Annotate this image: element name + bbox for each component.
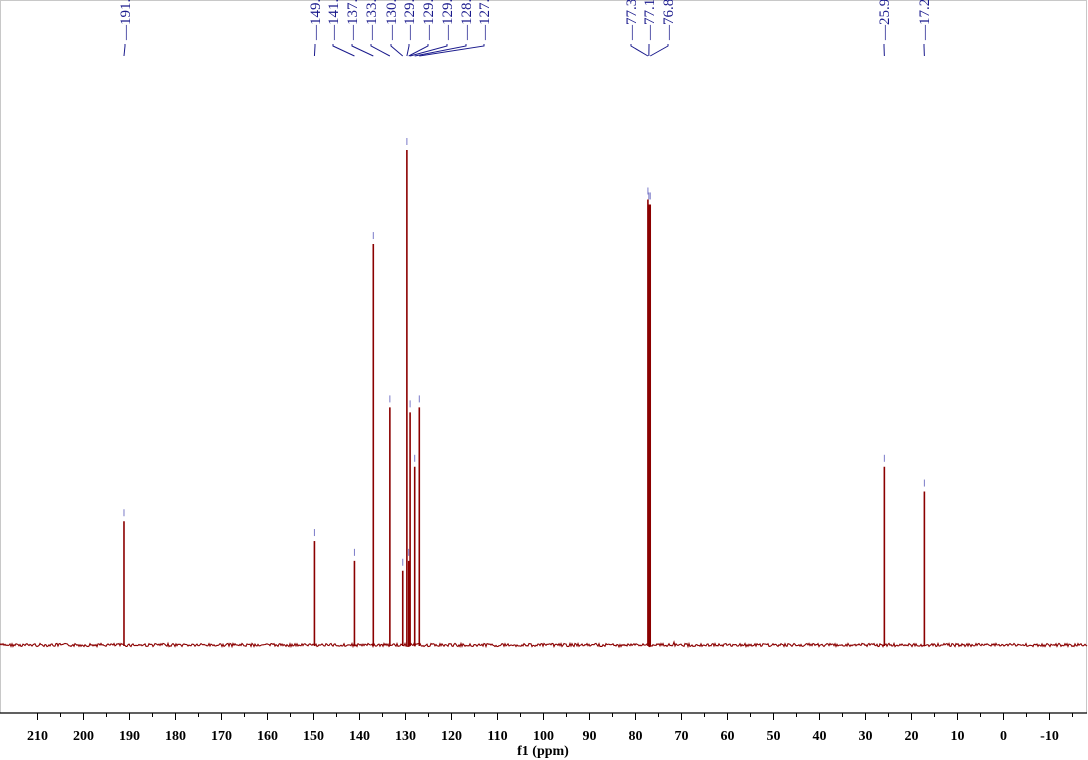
peak-label-6: —129.7	[402, 0, 418, 41]
x-tick-label-21: 0	[1000, 729, 1007, 744]
x-tick-label-11: 100	[533, 729, 554, 744]
peak-label-12: —77.1	[642, 0, 658, 41]
peak-label-13: —76.8	[661, 0, 677, 41]
x-tick-label-14: 70	[675, 729, 689, 744]
x-tick-label-10: 110	[487, 729, 507, 744]
x-tick-label-15: 60	[721, 729, 735, 744]
x-tick-label-8: 130	[395, 729, 416, 744]
peak-label-connector-0	[123, 44, 126, 57]
x-tick-label-0: 210	[27, 729, 48, 744]
x-tick-label-19: 20	[905, 729, 919, 744]
x-tick-label-7: 140	[349, 729, 370, 744]
x-tick-label-5: 160	[257, 729, 278, 744]
x-axis-title: f1 (ppm)	[517, 744, 569, 759]
peak-label-0: —191.2	[118, 0, 134, 41]
x-tick-label-20: 10	[951, 729, 965, 744]
peak-label-2: —141.1	[326, 0, 342, 41]
x-tick-label-4: 170	[211, 729, 232, 744]
x-tick-label-2: 190	[119, 729, 140, 744]
peak-label-connector-10	[419, 44, 485, 57]
peak-label-connector-3	[351, 44, 374, 57]
peak-label-connector-11	[630, 44, 649, 57]
x-tick-label-12: 90	[583, 729, 597, 744]
peak-label-9: —128.0	[459, 0, 475, 41]
x-tick-label-16: 50	[767, 729, 781, 744]
x-tick-label-9: 120	[441, 729, 462, 744]
peak-labels: —191.2 —149.8 —141.1 —137.0 —133.4 —130.6 —129…	[118, 0, 933, 57]
peak-label-3: —137.0	[345, 0, 361, 41]
peak-label-15: —17.2	[917, 0, 933, 41]
peak-label-connector-6	[406, 44, 410, 57]
x-tick-label-22: -10	[1040, 729, 1059, 744]
peak-label-10: —127.0	[477, 0, 493, 41]
peak-label-1: —149.8	[308, 0, 324, 41]
x-tick-label-6: 150	[303, 729, 324, 744]
peak-markers	[123, 138, 925, 566]
x-tick-label-18: 30	[859, 729, 873, 744]
baseline-noise	[0, 640, 1088, 649]
peak-label-7: —129.3	[421, 0, 437, 41]
x-axis: 210 200 190 180 170 160 150 140 130 120 110 100 90 80…	[0, 712, 1087, 744]
peak-label-connector-2	[332, 44, 355, 57]
peak-label-connector-4	[370, 44, 391, 57]
peak-label-connector-5	[390, 44, 404, 57]
x-tick-label-13: 80	[629, 729, 643, 744]
peak-label-5: —130.6	[384, 0, 400, 41]
peak-label-8: —129.0	[440, 0, 456, 41]
peak-label-connector-1	[313, 44, 316, 57]
x-tick-label-3: 180	[165, 729, 186, 744]
peak-label-connector-13	[649, 44, 669, 57]
x-tick-label-1: 200	[73, 729, 94, 744]
peak-label-11: —77.3	[624, 0, 640, 41]
peak-label-connector-8	[409, 44, 448, 57]
spectrum-trace	[0, 150, 1088, 649]
x-tick-label-17: 40	[813, 729, 827, 744]
peak-label-14: —25.9	[877, 0, 893, 41]
peak-label-connector-7	[408, 44, 429, 57]
peak-label-connector-9	[414, 44, 467, 57]
peak-label-4: —133.4	[364, 0, 380, 41]
